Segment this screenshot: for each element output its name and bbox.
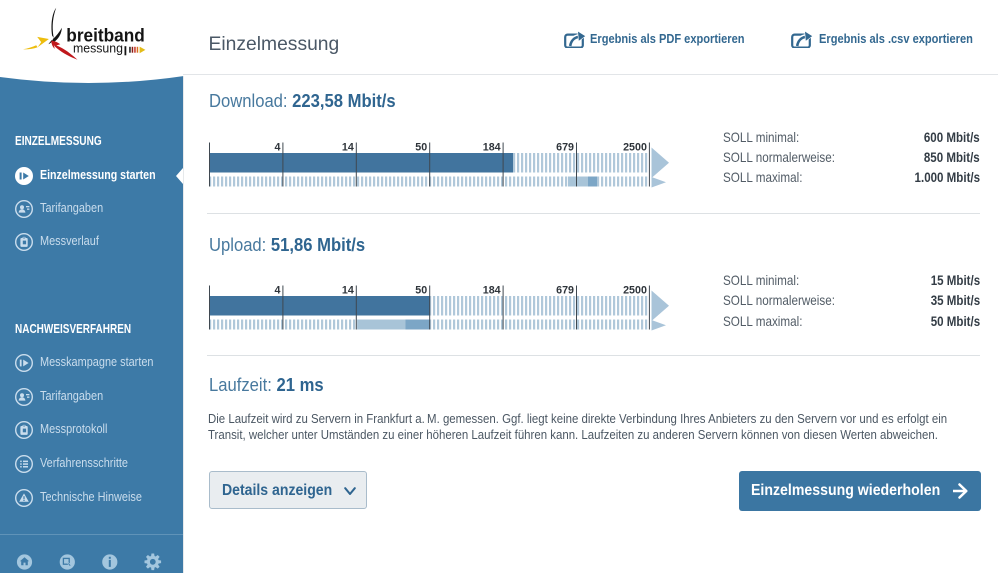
svg-text:184: 184 [483,284,501,296]
svg-text:184: 184 [483,141,501,153]
svg-text:14: 14 [342,141,354,153]
svg-text:4: 4 [274,141,280,153]
svg-text:messung: messung [73,40,123,55]
svg-text:679: 679 [556,284,574,296]
svg-text:14: 14 [342,284,354,296]
svg-text:4: 4 [274,284,280,296]
svg-text:50: 50 [415,284,427,296]
svg-text:2500: 2500 [623,284,647,296]
svg-text:breitband: breitband [66,25,145,46]
svg-text:50: 50 [415,141,427,153]
svg-text:2500: 2500 [623,141,647,153]
svg-text:679: 679 [556,141,574,153]
